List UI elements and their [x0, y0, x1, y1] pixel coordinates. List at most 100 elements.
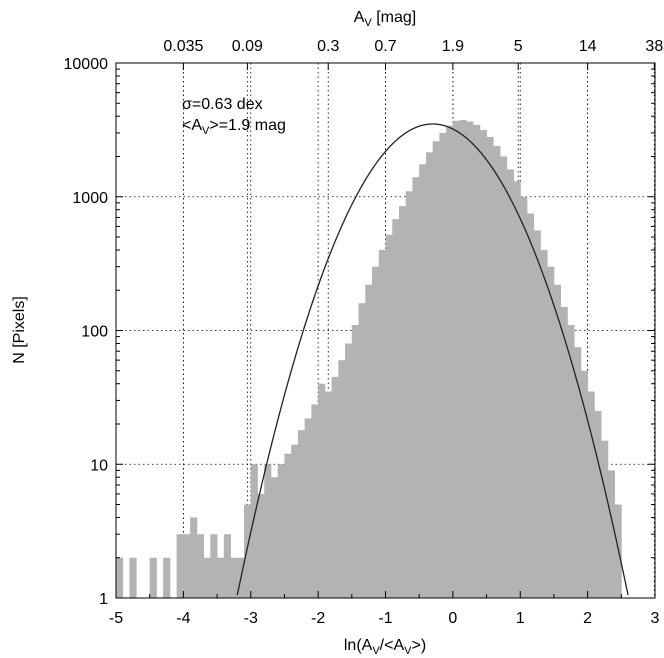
histogram-bar: [190, 517, 198, 598]
top-axis-tick-label: 38: [645, 38, 663, 55]
tick-labels: -5 -4 -3 -2 -1 0 1 2 3 1 10 100 1000 10000 0.035 0.09 0.…: [64, 38, 664, 627]
histogram-bar: [425, 152, 434, 598]
histogram-bar: [358, 303, 366, 598]
y-tick-label: 1: [99, 591, 108, 608]
y-axis-title: N [Pixels]: [11, 296, 28, 364]
histogram-bar: [601, 440, 609, 598]
mean-annotation-sub: V: [202, 125, 210, 137]
x-tick-label: -4: [176, 610, 190, 627]
histogram-bar: [398, 206, 407, 598]
histogram-bar: [217, 557, 225, 598]
histogram-bar: [587, 391, 595, 598]
histogram-bar: [304, 418, 312, 598]
histogram-bar: [116, 557, 124, 598]
histogram-bar: [533, 230, 541, 598]
histogram-bar: [176, 534, 184, 598]
histogram-bar: [284, 453, 292, 598]
top-axis-tick-label: 1.9: [442, 38, 464, 55]
histogram-bar: [291, 444, 299, 598]
histogram-bar: [405, 191, 413, 598]
tick-marks: [115, 62, 656, 599]
histogram-bar: [520, 196, 528, 598]
gaussian-fit-curve: [236, 123, 629, 596]
x-tick-label: -2: [311, 610, 325, 627]
histogram-bar: [439, 132, 447, 598]
histogram-bar: [250, 464, 258, 598]
histogram-bar: [183, 534, 191, 598]
histogram-bar: [540, 249, 548, 598]
histogram-bar: [230, 557, 238, 598]
histogram-bar: [553, 284, 562, 598]
histogram-bar: [466, 121, 474, 598]
histogram-bar: [210, 534, 218, 598]
histogram-bar: [594, 411, 602, 598]
histogram-bar: [264, 464, 272, 598]
histogram-bar: [547, 266, 555, 598]
x-tick-label: -1: [378, 610, 392, 627]
histogram-bar: [365, 284, 373, 598]
histogram-bar: [129, 557, 137, 598]
mean-annotation: <AV>=1.9 mag: [182, 117, 286, 137]
x-tick-label: -3: [244, 610, 258, 627]
histogram-bar: [486, 136, 494, 598]
histogram-bar: [473, 124, 481, 598]
top-axis-tick-label: 0.09: [232, 38, 263, 55]
histogram-bar: [351, 324, 359, 598]
histogram-bar: [574, 347, 582, 598]
histogram-bar: [277, 464, 285, 598]
histogram-bar: [196, 534, 204, 598]
histogram-bar: [607, 470, 615, 598]
histogram-bar: [311, 404, 319, 598]
top-axis-tick-label: 0.035: [163, 38, 203, 55]
histogram-bar: [378, 249, 386, 598]
histogram-bar: [257, 493, 265, 598]
mean-annotation-suffix: >=1.9 mag: [209, 117, 286, 134]
histogram-bar: [580, 370, 589, 598]
sigma-annotation: σ=0.63 dex: [182, 96, 263, 113]
top-axis-tick-label: 5: [514, 38, 523, 55]
histogram-bar: [526, 213, 535, 598]
histogram-bar: [493, 145, 501, 599]
histogram-bar: [419, 164, 427, 599]
histogram-bar: [331, 376, 339, 598]
histogram-bar: [432, 141, 440, 598]
x-tick-label: 2: [583, 610, 592, 627]
histogram-bar: [338, 360, 346, 598]
top-axis-tick-label: 0.7: [374, 38, 396, 55]
histogram-bar: [446, 125, 454, 598]
x-tick-label: 0: [448, 610, 457, 627]
y-tick-label: 10000: [64, 56, 109, 73]
histogram-bar: [560, 306, 568, 598]
histogram-bar: [318, 383, 326, 598]
y-tick-label: 10: [90, 457, 108, 474]
histogram-bar: [223, 534, 231, 598]
mean-annotation-prefix: <A: [182, 117, 202, 134]
histogram-bar: [324, 391, 332, 598]
histogram-bar: [500, 156, 508, 598]
histogram-bar: [203, 557, 211, 598]
histogram-bars: [116, 119, 622, 599]
histogram-bar: [567, 324, 575, 598]
histogram-bar: [372, 266, 380, 598]
y-tick-label: 100: [81, 324, 108, 341]
histogram-bar: [149, 557, 157, 598]
histogram-bar: [506, 169, 514, 598]
x-tick-label: 3: [651, 610, 660, 627]
top-axis-tick-label: 14: [579, 38, 597, 55]
histogram-bar: [163, 557, 171, 598]
histogram-bar: [452, 120, 461, 598]
histogram-bar: [392, 219, 400, 599]
histogram-bar: [412, 177, 420, 598]
histogram-bar: [513, 181, 521, 598]
histogram-bar: [345, 343, 353, 598]
x-tick-label: -5: [109, 610, 123, 627]
x-tick-label: 1: [516, 610, 525, 627]
histogram-bar: [479, 130, 487, 599]
x-axis-title: ln(AV/<AV>): [344, 637, 426, 657]
histogram-bar: [459, 119, 467, 598]
histogram-bar: [244, 504, 252, 598]
top-axis-tick-label: 0.3: [317, 38, 339, 55]
y-tick-label: 1000: [72, 190, 108, 207]
top-axis-title: AV [mag]: [354, 9, 416, 29]
